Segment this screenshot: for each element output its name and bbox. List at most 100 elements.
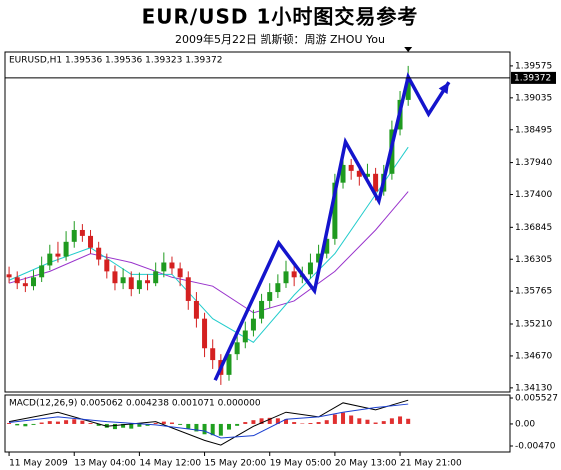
y2-tick-label: -0.00470 <box>515 441 556 451</box>
x-tick-label: 14 May 12:00 <box>139 459 201 469</box>
x-tick-label: 13 May 04:00 <box>74 459 136 469</box>
macd-bar <box>381 421 386 424</box>
macd-bar <box>357 418 362 424</box>
candle-body <box>307 262 313 275</box>
macd-bar <box>202 423 207 435</box>
macd-bar <box>373 422 378 424</box>
candle-body <box>185 277 191 301</box>
y-tick-label: 1.34670 <box>515 351 552 361</box>
moving-average <box>8 146 409 343</box>
candle-body <box>356 170 362 177</box>
macd-bar <box>31 423 36 425</box>
y-tick-label: 1.34130 <box>515 383 552 393</box>
arrow-head <box>438 82 449 95</box>
macd-bar <box>235 423 240 426</box>
macd-bar <box>169 422 174 424</box>
candle-body <box>226 354 232 375</box>
x-tick-label: 19 May 05:00 <box>270 459 332 469</box>
candle-body <box>71 229 77 242</box>
candle-body <box>267 292 273 301</box>
candle-body <box>234 342 240 355</box>
macd-bar <box>267 417 272 424</box>
candle-body <box>316 253 322 263</box>
macd-bar <box>137 423 142 427</box>
macd-bar <box>112 423 117 430</box>
candle-body <box>340 164 346 183</box>
y-tick-label: 1.37400 <box>515 190 552 200</box>
macd-bar <box>129 423 134 429</box>
candle-body <box>161 262 167 272</box>
y2-tick-label: 0.00 <box>515 419 535 429</box>
candle-body <box>6 274 12 278</box>
candle-body <box>259 300 265 319</box>
candle-body <box>88 235 94 248</box>
candle-body <box>373 173 379 192</box>
y-tick-label: 1.38495 <box>515 125 552 135</box>
candle-body <box>96 247 102 260</box>
macd-header: MACD(12,26,9) 0.005062 0.004238 0.001071… <box>9 399 261 409</box>
candle-body <box>120 277 126 284</box>
price-header: EURUSD,H1 1.39536 1.39536 1.39323 1.3937… <box>9 56 222 66</box>
macd-bar <box>210 423 215 436</box>
macd-bar <box>406 418 411 424</box>
trend-arrow <box>213 71 451 381</box>
macd-bar <box>121 423 126 428</box>
candle-body <box>63 241 69 257</box>
y-tick-label: 1.39035 <box>515 93 552 103</box>
macd-bar <box>389 418 394 424</box>
last-bar-marker <box>404 47 413 52</box>
x-tick-label: 20 May 13:00 <box>335 459 397 469</box>
y2-tick-label: 0.005527 <box>515 394 558 404</box>
x-tick-label: 15 May 20:00 <box>205 459 267 469</box>
candle-body <box>14 277 20 284</box>
candle-body <box>250 318 256 331</box>
candle-body <box>283 271 289 284</box>
macd-bar <box>23 423 28 427</box>
macd-bar <box>186 423 191 429</box>
candle-body <box>104 259 110 272</box>
x-tick-label: 11 May 2009 <box>9 459 68 469</box>
candle-body <box>31 277 37 287</box>
y-tick-label: 1.39575 <box>515 61 552 71</box>
macd-bar <box>64 420 69 424</box>
macd-bar <box>284 419 289 424</box>
candle-body <box>332 182 338 239</box>
candle-body <box>153 271 159 284</box>
price-panel <box>4 51 511 393</box>
macd-bar <box>341 412 346 424</box>
candle-body <box>55 253 61 257</box>
macd-bar <box>275 418 280 424</box>
macd-bar <box>316 422 321 424</box>
macd-bar <box>218 423 223 436</box>
candle-body <box>22 283 28 287</box>
candle-body <box>169 262 175 269</box>
x-tick-label: 21 May 21:00 <box>400 459 462 469</box>
candle-body <box>79 229 85 236</box>
candle-body <box>242 330 248 343</box>
macd-bar <box>398 416 403 424</box>
y-tick-label: 1.36305 <box>515 255 552 265</box>
macd-bar <box>47 421 52 424</box>
macd-bar <box>153 423 158 424</box>
candle-body <box>47 253 53 266</box>
last-price-label: 1.39372 <box>514 73 551 83</box>
candle-body <box>210 348 216 361</box>
macd-bar <box>72 419 77 424</box>
macd-bar <box>324 420 329 424</box>
macd-bar <box>39 422 44 424</box>
macd-line <box>9 403 409 439</box>
macd-bar <box>80 420 85 424</box>
macd-bar <box>226 423 231 430</box>
candle-body <box>39 265 45 278</box>
macd-bar <box>349 415 354 424</box>
candle-body <box>177 268 183 278</box>
candle-body <box>193 300 199 319</box>
macd-bar <box>15 423 20 426</box>
macd-bar <box>243 422 248 424</box>
candle-body <box>364 173 370 177</box>
macd-bar <box>178 423 183 425</box>
y-tick-label: 1.35210 <box>515 320 552 330</box>
macd-bar <box>194 423 199 432</box>
candle-body <box>136 280 142 290</box>
